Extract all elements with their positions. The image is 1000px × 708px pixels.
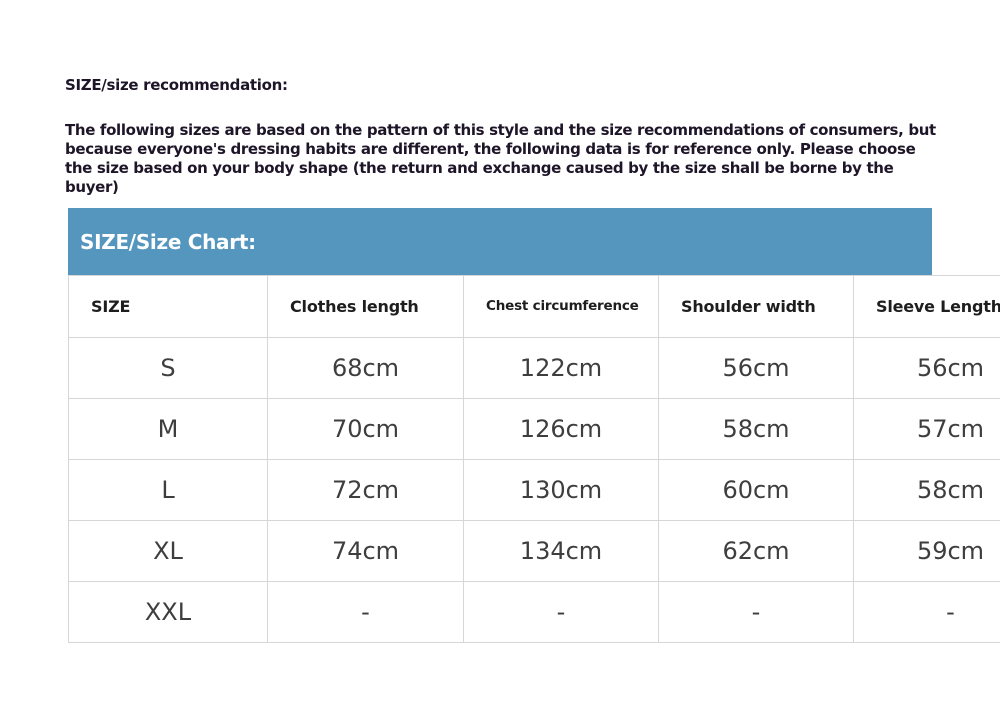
table-cell: 130cm	[463, 459, 659, 521]
table-cell: 62cm	[658, 520, 854, 582]
table-cell: -	[267, 581, 464, 643]
table-row: L 72cm 130cm 60cm 58cm	[68, 459, 1000, 521]
table-row: XXL - - - -	[68, 581, 1000, 643]
size-label: XL	[68, 520, 268, 582]
header-row: SIZE Clothes length Chest circumference Sho…	[68, 275, 1000, 338]
table-cell: 57cm	[853, 398, 1000, 460]
table-cell: 56cm	[658, 337, 854, 399]
table-cell: 134cm	[463, 520, 659, 582]
table-cell: 126cm	[463, 398, 659, 460]
size-chart: SIZE/Size Chart: SIZE Clothes length Chest…	[68, 208, 1000, 643]
size-label: XXL	[68, 581, 268, 643]
table-row: XL 74cm 134cm 62cm 59cm	[68, 520, 1000, 582]
table-cell: 58cm	[853, 459, 1000, 521]
size-label: S	[68, 337, 268, 399]
table-cell: 72cm	[267, 459, 464, 521]
table-cell: -	[658, 581, 854, 643]
column-header: Chest circumference	[463, 275, 659, 338]
column-header: Sleeve Length	[853, 275, 1000, 338]
table-cell: 70cm	[267, 398, 464, 460]
table-cell: 56cm	[853, 337, 1000, 399]
size-label: M	[68, 398, 268, 460]
column-header: Clothes length	[267, 275, 464, 338]
table-row: M 70cm 126cm 58cm 57cm	[68, 398, 1000, 460]
size-chart-banner: SIZE/Size Chart:	[68, 208, 932, 275]
table-cell: 122cm	[463, 337, 659, 399]
column-header: SIZE	[68, 275, 268, 338]
section-title: SIZE/size recommendation:	[65, 76, 288, 94]
size-table: SIZE Clothes length Chest circumference Sho…	[68, 275, 1000, 643]
intro-text: The following sizes are based on the pat…	[65, 121, 936, 196]
table-cell: 58cm	[658, 398, 854, 460]
size-label: L	[68, 459, 268, 521]
table-cell: 68cm	[267, 337, 464, 399]
table-cell: -	[853, 581, 1000, 643]
table-cell: 59cm	[853, 520, 1000, 582]
table-row: S 68cm 122cm 56cm 56cm	[68, 337, 1000, 399]
column-header: Shoulder width	[658, 275, 854, 338]
table-cell: 74cm	[267, 520, 464, 582]
table-cell: -	[463, 581, 659, 643]
table-cell: 60cm	[658, 459, 854, 521]
